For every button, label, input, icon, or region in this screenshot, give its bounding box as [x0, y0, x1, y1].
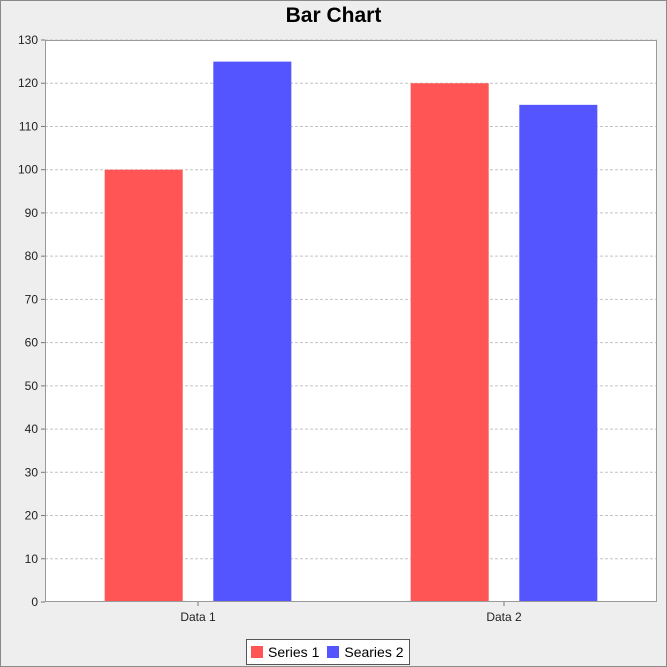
bar-series-1-cat-1: [104, 169, 183, 602]
y-tick-label: 110: [19, 119, 38, 133]
y-tick-label: 60: [25, 336, 39, 350]
legend-item-series-2: Searies 2: [327, 644, 404, 660]
y-tick-label: 0: [31, 595, 38, 609]
y-tick-label: 80: [25, 249, 39, 263]
bar-series-2-cat-1: [213, 61, 292, 603]
chart-legend: Series 1 Searies 2: [246, 639, 410, 665]
plot-border: [45, 40, 657, 602]
legend-label-series-1: Series 1: [268, 644, 320, 660]
x-tick-label: Data 2: [486, 610, 522, 624]
legend-label-series-2: Searies 2: [344, 644, 404, 660]
y-tick-label: 90: [25, 206, 39, 220]
y-tick-label: 10: [25, 552, 39, 566]
bar-series-1-cat-2: [410, 83, 489, 602]
y-tick-label: 70: [25, 292, 39, 306]
y-tick-label: 50: [25, 379, 39, 393]
y-tick-label: 20: [25, 509, 39, 523]
y-tick-label: 100: [18, 163, 38, 177]
x-tick-label: Data 1: [180, 610, 216, 624]
legend-swatch-series-1: [251, 646, 263, 658]
bar-series-2-cat-2: [519, 104, 598, 602]
y-tick-label: 30: [25, 465, 39, 479]
legend-item-series-1: Series 1: [251, 644, 319, 660]
y-tick-label: 40: [25, 422, 39, 436]
legend-swatch-series-2: [327, 646, 340, 658]
y-tick-label: 130: [18, 33, 38, 47]
y-tick-label: 120: [18, 76, 38, 90]
chart-title: Bar Chart: [285, 4, 382, 27]
